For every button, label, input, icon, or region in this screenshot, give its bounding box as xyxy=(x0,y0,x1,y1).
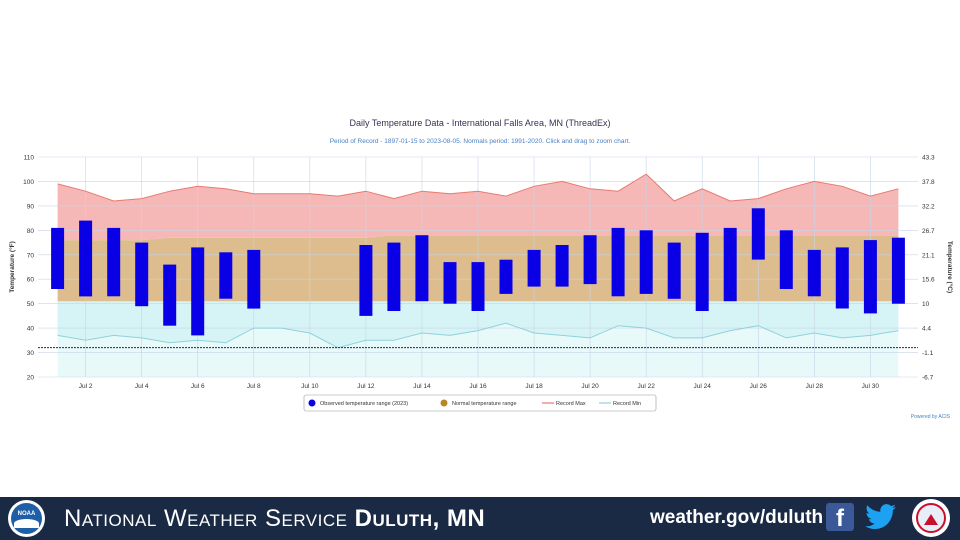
y-tick-label: 60 xyxy=(27,277,35,284)
x-tick-label: Jul 20 xyxy=(581,383,599,390)
observed-bar xyxy=(107,227,121,297)
observed-bar xyxy=(443,262,457,304)
observed-bar xyxy=(387,242,401,311)
y-tick-label: 100 xyxy=(23,179,34,186)
observed-bar xyxy=(415,235,429,302)
x-tick-label: Jul 18 xyxy=(525,383,543,390)
y-tick-label: 20 xyxy=(27,375,35,382)
y-tick-label: 80 xyxy=(27,228,35,235)
y-tick-label: 50 xyxy=(27,301,35,308)
footer-banner: NOAA National Weather Service Duluth, MN… xyxy=(0,497,960,540)
observed-bar xyxy=(583,235,597,285)
observed-bar xyxy=(555,245,569,287)
facebook-icon[interactable]: f xyxy=(826,503,854,532)
observed-bar xyxy=(835,247,849,309)
observed-bar xyxy=(191,247,205,336)
chart-title: Daily Temperature Data - International F… xyxy=(349,118,611,128)
x-tick-label: Jul 10 xyxy=(301,383,319,390)
y-right-tick-label: 10 xyxy=(922,301,930,308)
observed-bar xyxy=(751,208,765,260)
x-tick-label: Jul 28 xyxy=(806,383,824,390)
observed-bar xyxy=(163,264,177,326)
x-tick-label: Jul 12 xyxy=(357,383,375,390)
org-name-prefix: National Weather Service xyxy=(64,505,355,532)
chart-area[interactable]: 20 30 40 50 60 70 80 90 100 110 -6.7 -1.1 4.4 10 15.6 2… xyxy=(0,110,960,425)
temperature-chart[interactable]: 20 30 40 50 60 70 80 90 100 110 -6.7 -1.1 4.4 10 15.6 2… xyxy=(0,110,960,425)
y-tick-label: 110 xyxy=(24,155,35,162)
x-tick-label: Jul 14 xyxy=(413,383,431,390)
y-right-tick-label: -1.1 xyxy=(922,350,934,357)
y-tick-label: 70 xyxy=(27,252,35,259)
observed-bar xyxy=(79,220,93,297)
y-right-tick-label: 26.7 xyxy=(922,228,935,235)
legend-label: Normal temperature range xyxy=(452,401,517,407)
y-tick-label: 90 xyxy=(27,203,35,210)
x-tick-label: Jul 16 xyxy=(469,383,487,390)
record-max-line xyxy=(57,173,899,202)
x-tick-label: Jul 26 xyxy=(750,383,768,390)
observed-bar xyxy=(723,227,737,302)
legend-marker xyxy=(440,399,448,407)
y-right-tick-label: 15.6 xyxy=(922,277,935,284)
powered-by-link[interactable]: Powered by ACIS xyxy=(910,414,950,420)
observed-bar xyxy=(611,227,625,297)
legend-label: Record Min xyxy=(613,401,641,407)
noaa-logo: NOAA xyxy=(8,500,45,537)
y-right-tick-label: 43.3 xyxy=(922,155,935,162)
x-tick-label: Jul 30 xyxy=(862,383,880,390)
noaa-logo-text: NOAA xyxy=(17,511,36,517)
y-right-tick-label: 37.8 xyxy=(922,179,935,186)
y-axis-title-right: Temperature (°C) xyxy=(946,241,954,293)
y-right-tick-label: 21.1 xyxy=(922,252,935,259)
y-tick-label: 30 xyxy=(27,350,35,357)
observed-bar xyxy=(695,232,709,311)
y-right-tick-label: 4.4 xyxy=(922,326,931,333)
legend-label: Observed temperature range (2023) xyxy=(320,401,408,407)
x-tick-label: Jul 6 xyxy=(191,383,205,390)
record-min-line xyxy=(57,322,899,349)
legend-label: Record Max xyxy=(556,401,586,407)
nws-logo xyxy=(912,499,950,537)
observed-bar xyxy=(471,262,485,311)
observed-bar xyxy=(807,249,821,297)
observed-bar xyxy=(499,259,513,294)
website-url[interactable]: weather.gov/duluth xyxy=(650,507,824,528)
x-tick-label: Jul 2 xyxy=(79,383,93,390)
observed-bar xyxy=(247,249,261,309)
x-tick-label: Jul 4 xyxy=(135,383,149,390)
x-tick-label: Jul 8 xyxy=(247,383,261,390)
observed-bar xyxy=(359,245,373,316)
twitter-icon[interactable] xyxy=(865,503,897,531)
observed-bar xyxy=(891,237,905,304)
org-name: National Weather Service Duluth, MN xyxy=(64,505,485,533)
y-tick-label: 40 xyxy=(27,326,35,333)
legend-box xyxy=(303,394,657,412)
observed-bar xyxy=(135,242,149,307)
observed-bar xyxy=(667,242,681,299)
observed-bar xyxy=(219,252,233,299)
observed-bar xyxy=(639,230,653,294)
x-tick-label: Jul 22 xyxy=(637,383,655,390)
org-office: Duluth, MN xyxy=(354,505,486,532)
legend-marker xyxy=(308,399,316,407)
chart-subtitle: Period of Record - 1897-01-15 to 2023-08… xyxy=(329,138,631,145)
y-right-tick-label: 32.2 xyxy=(922,203,935,210)
observed-bar xyxy=(779,230,793,289)
observed-bar xyxy=(863,240,877,314)
observed-bar xyxy=(527,249,541,287)
y-axis-title: Temperature (°F) xyxy=(8,241,16,293)
y-right-tick-label: -6.7 xyxy=(922,375,934,382)
observed-bar xyxy=(51,227,65,289)
x-tick-label: Jul 24 xyxy=(694,383,712,390)
